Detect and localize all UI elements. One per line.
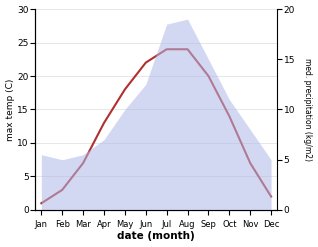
Y-axis label: max temp (C): max temp (C) [5, 78, 15, 141]
Y-axis label: med. precipitation (kg/m2): med. precipitation (kg/m2) [303, 58, 313, 161]
X-axis label: date (month): date (month) [117, 231, 195, 242]
